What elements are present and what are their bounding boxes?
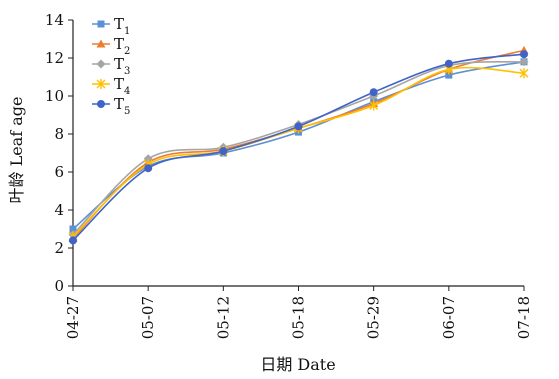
series-T5 [69, 50, 528, 245]
series-line-T1 [72, 61, 525, 230]
legend-label: T4 [114, 75, 130, 97]
legend-marker [97, 20, 105, 28]
data-point-T5 [294, 122, 303, 131]
legend-label: T1 [114, 15, 130, 37]
legend-item-T4: T4 [92, 75, 130, 97]
y-tick-label: 14 [45, 11, 64, 29]
series-T2 [68, 45, 529, 242]
y-tick-label: 2 [54, 239, 64, 257]
data-point-T5 [219, 147, 228, 156]
x-tick-label: 07-18 [515, 296, 533, 339]
legend-marker [96, 59, 106, 69]
data-point-T4 [369, 100, 379, 111]
legend-marker [96, 79, 106, 89]
series-T1 [69, 58, 528, 233]
legend-item-T5: T5 [92, 95, 130, 117]
data-point-T5 [520, 50, 528, 59]
x-tick-label: 05-18 [290, 296, 308, 339]
data-point-T1 [445, 71, 453, 79]
legend-marker [96, 39, 106, 48]
series-layer [68, 45, 529, 245]
x-tick-label: 05-29 [365, 296, 383, 339]
x-tick-label: 04-27 [64, 296, 82, 339]
series-line-T5 [72, 53, 525, 241]
legend-label: T5 [114, 95, 130, 117]
series-line-T2 [72, 49, 525, 240]
data-point-T5 [369, 88, 378, 97]
series-line-T3 [72, 60, 525, 236]
data-point-T3 [519, 57, 529, 67]
data-point-T5 [144, 164, 153, 173]
chart-axes: 0 2 4 6 8 10 12 14 04-27 05-07 05-12 05-18 05-29 06-0… [45, 11, 533, 339]
legend-item-T2: T2 [92, 35, 130, 57]
x-tick-label: 06-07 [440, 296, 458, 339]
legend-label: T2 [114, 35, 130, 57]
series-line-T4 [72, 66, 525, 238]
x-tick-label: 05-12 [214, 296, 232, 339]
y-tick-label: 8 [54, 125, 64, 143]
legend-marker [97, 100, 105, 108]
data-point-T5 [444, 59, 453, 68]
data-point-T4 [519, 68, 529, 79]
legend-label: T3 [114, 55, 130, 77]
legend-item-T3: T3 [92, 55, 130, 77]
x-tick-label: 05-07 [139, 296, 157, 339]
legend-item-T1: T1 [92, 15, 130, 37]
y-tick-label: 4 [54, 201, 64, 219]
x-axis-title: 日期 Date [260, 355, 335, 374]
data-point-T3 [143, 154, 153, 164]
series-T4 [68, 64, 529, 242]
series-T3 [68, 57, 529, 240]
y-axis-title: 叶龄 Leaf age [7, 97, 26, 204]
y-tick-label: 6 [54, 163, 64, 181]
data-point-T1 [69, 225, 77, 233]
y-tick-label: 10 [45, 87, 64, 105]
y-tick-label: 0 [54, 277, 64, 295]
y-tick-label: 12 [45, 49, 64, 67]
data-point-T5 [69, 236, 77, 245]
